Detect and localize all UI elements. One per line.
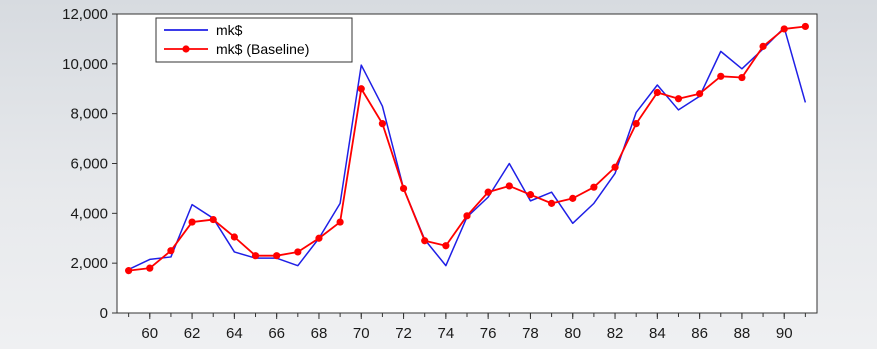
data-point (674, 95, 683, 103)
data-point (421, 237, 429, 245)
data-point (167, 247, 175, 255)
x-tick-label: 80 (564, 325, 581, 342)
data-point (294, 248, 302, 256)
series-layer (125, 22, 809, 275)
x-tick-label: 90 (776, 325, 793, 342)
x-tick-label: 86 (691, 325, 708, 342)
data-point (801, 22, 809, 31)
data-point (526, 191, 535, 199)
x-tick-label: 70 (353, 325, 370, 342)
x-tick-label: 60 (141, 325, 158, 342)
x-tick-label: 84 (649, 325, 666, 342)
data-point (378, 120, 387, 128)
y-tick-label: 2,000 (70, 255, 108, 272)
data-point (230, 233, 238, 241)
legend-label: mk$ (216, 22, 243, 38)
data-point (315, 234, 323, 242)
y-tick-label: 0 (100, 305, 108, 322)
data-point (611, 163, 619, 171)
data-point (759, 42, 767, 50)
data-point (590, 183, 598, 191)
x-tick-label: 64 (226, 325, 243, 342)
data-point (547, 199, 556, 207)
data-point (399, 184, 408, 193)
data-point (569, 194, 577, 202)
data-point (336, 218, 344, 226)
x-tick-label: 82 (607, 325, 624, 342)
y-tick-label: 12,000 (62, 6, 108, 23)
data-point (209, 215, 217, 224)
data-point (717, 72, 725, 80)
data-point (484, 188, 492, 196)
data-point (357, 85, 365, 93)
data-point (188, 218, 196, 226)
data-point (273, 252, 281, 260)
x-tick-label: 76 (480, 325, 497, 342)
x-tick-label: 62 (184, 325, 201, 342)
x-tick-label: 72 (395, 325, 412, 342)
legend-box (155, 17, 353, 63)
data-point (738, 73, 746, 82)
data-point (146, 264, 154, 272)
x-tick-label: 74 (438, 325, 455, 342)
x-tick-label: 78 (522, 325, 539, 342)
data-point (251, 252, 260, 260)
data-point (632, 120, 640, 128)
y-tick-label: 8,000 (70, 106, 108, 123)
data-point (463, 212, 471, 220)
data-point (125, 267, 133, 275)
legend: mk$ mk$ (Baseline) (155, 17, 353, 63)
y-tick-label: 6,000 (70, 156, 108, 173)
x-tick-label: 88 (734, 325, 751, 342)
legend-marker (182, 45, 190, 53)
x-tick-label: 66 (268, 325, 285, 342)
x-tick-label: 68 (311, 325, 328, 342)
y-tick-label: 10,000 (62, 56, 108, 73)
data-point (696, 90, 704, 98)
data-point (442, 242, 450, 250)
plot-frame (116, 13, 818, 314)
x-axis: 60 62 64 66 68 70 72 74 76 78 80 82 84 86 88 90 (128, 313, 806, 342)
data-point (780, 25, 788, 33)
y-axis: 0 2,000 4,000 6,000 8,000 10,000 12,000 (62, 6, 117, 322)
data-point (653, 88, 661, 97)
data-point (505, 182, 513, 190)
legend-label: mk$ (Baseline) (216, 41, 309, 57)
y-tick-label: 4,000 (70, 205, 108, 222)
